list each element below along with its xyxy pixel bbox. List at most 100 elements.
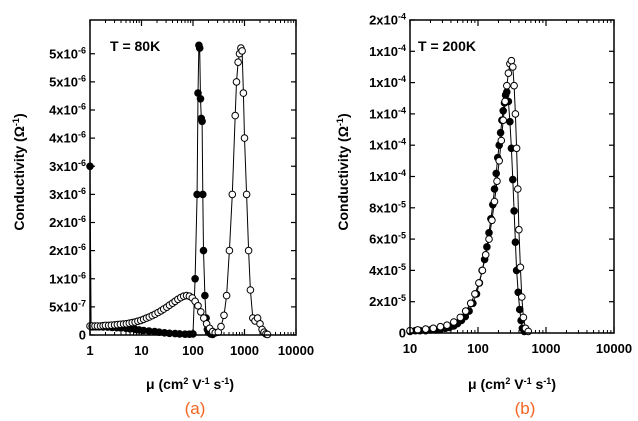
data-point [507, 56, 516, 65]
data-point [234, 58, 242, 67]
y-tick-label: 8x10-5 [369, 199, 406, 215]
data-point [512, 144, 521, 153]
x-tick-label: 1000 [532, 341, 561, 356]
data-point [481, 251, 490, 259]
y-ticks-a: 0 5x10-7 1x10-6 2x10-6 2x10-6 3x10-6 3x10-6 4x1… [49, 45, 296, 343]
data-point [413, 326, 422, 334]
data-point [503, 81, 511, 90]
data-point [450, 318, 458, 326]
data-point [518, 293, 526, 301]
data-point [509, 175, 517, 184]
series-open [86, 44, 272, 339]
data-point [510, 207, 518, 215]
data-point [228, 190, 237, 199]
data-point [197, 308, 205, 316]
data-point [421, 325, 430, 333]
x-tick-label: 1 [86, 343, 93, 358]
data-point [515, 305, 524, 314]
y-tick-label: 2x10-5 [369, 293, 406, 309]
x-tick-label: 10000 [596, 341, 632, 356]
y-axis-title-b: Conductivity (Ω-1) [335, 113, 351, 230]
y-tick-label: 4x10-5 [369, 262, 406, 278]
data-point [244, 246, 253, 255]
plot-frame-a [89, 19, 297, 336]
data-point [516, 263, 525, 272]
data-point [510, 81, 518, 90]
data-point [499, 107, 508, 115]
x-tick-label: 10 [403, 341, 417, 356]
data-point [496, 128, 505, 137]
data-point [220, 311, 228, 320]
panel-label-b: (b) [515, 399, 536, 418]
y-tick-label: 1x10-4 [369, 43, 406, 59]
panel-a: Conductivity (Ω-1) 0 5x10-7 1x10-6 2x10-6 2x… [11, 19, 314, 418]
y-tick-label: 3x10-6 [49, 158, 86, 174]
x-tick-label: 10000 [278, 343, 314, 358]
y-tick-label: 0 [79, 328, 86, 343]
data-point [199, 246, 208, 255]
x-tick-label: 100 [467, 341, 489, 356]
data-point [198, 117, 206, 126]
series-line [89, 45, 213, 335]
series-open [406, 56, 533, 336]
data-point [225, 246, 234, 255]
data-point [239, 89, 248, 97]
plot-frame-b [409, 19, 615, 334]
plot-area-b [406, 56, 533, 336]
data-point [196, 95, 205, 103]
data-point [485, 229, 493, 237]
data-point [232, 78, 241, 86]
y-tick-label: 2x10-4 [369, 12, 406, 28]
data-point [509, 63, 517, 71]
data-point [443, 321, 451, 330]
data-point [242, 190, 251, 199]
y-tick-label: 4x10-6 [49, 102, 86, 118]
y-tick-label: 1x10-6 [49, 270, 86, 286]
data-point [195, 44, 204, 52]
data-point [488, 216, 496, 225]
data-point [511, 238, 520, 246]
y-tick-label: 4x10-6 [49, 130, 86, 146]
data-point [514, 185, 522, 193]
data-point [511, 110, 520, 118]
x-tick-label: 10 [134, 343, 148, 358]
data-point [456, 313, 465, 322]
y-tick-label: 2x10-6 [49, 242, 86, 258]
data-point [238, 47, 246, 55]
x-tick-label: 100 [182, 343, 204, 358]
data-point [240, 134, 249, 142]
data-point [191, 275, 199, 283]
series-filled [406, 88, 529, 336]
data-point [231, 111, 239, 120]
data-point [485, 235, 493, 243]
y-ticks-b: 0 2x10-5 4x10-5 6x10-5 8x10-5 1x10-4 1x10-4 1x1… [369, 12, 614, 341]
y-tick-label: 6x10-5 [369, 231, 406, 247]
data-point [471, 290, 479, 298]
data-point [475, 279, 483, 287]
x-axis-title-a: μ (cm2 V-1 s-1) [146, 376, 234, 392]
data-point [429, 324, 438, 333]
data-point [490, 197, 499, 206]
data-point [199, 190, 207, 199]
y-tick-label: 1x10-4 [369, 137, 406, 153]
data-point [504, 69, 513, 77]
y-tick-label: 5x10-6 [49, 45, 86, 61]
data-point [466, 299, 475, 308]
data-point [201, 291, 209, 300]
data-point [222, 291, 231, 300]
series-filled [86, 41, 217, 339]
data-point [493, 177, 501, 185]
data-point [217, 322, 225, 331]
panel-label-a: (a) [185, 399, 206, 418]
y-tick-label: 1x10-4 [369, 74, 406, 90]
data-point [478, 266, 487, 275]
y-tick-label: 3x10-6 [49, 186, 86, 202]
data-point [461, 307, 470, 315]
data-point [189, 330, 197, 338]
plot-area-a [86, 41, 272, 339]
x-axis-title-b: μ (cm2 V-1 s-1) [468, 376, 556, 392]
annotation-a: T = 80K [110, 38, 160, 54]
data-point [501, 97, 509, 106]
x-tick-label: 1000 [230, 343, 259, 358]
